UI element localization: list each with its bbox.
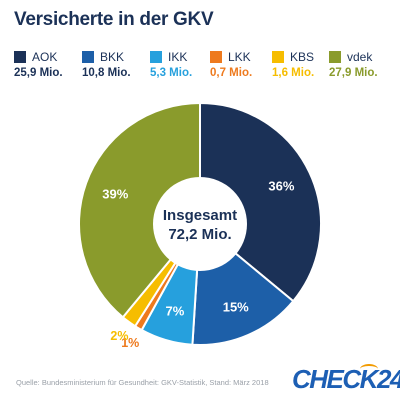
legend: AOK 25,9 Mio. BKK 10,8 Mio. IKK 5,3 Mio.… (14, 50, 394, 86)
check24-logo-arc (360, 364, 378, 374)
legend-label-vdek: vdek (347, 50, 373, 64)
legend-swatch-lkk (210, 51, 222, 63)
legend-label-bkk: BKK (100, 50, 125, 64)
legend-swatch-aok (14, 51, 26, 63)
slice-label-kbs: 2% (110, 329, 128, 343)
legend-swatch-ikk (150, 51, 162, 63)
legend-value-ikk: 5,3 Mio. (150, 67, 193, 79)
slice-label-lkk: 1% (121, 336, 139, 350)
slice-aok (199, 101, 322, 303)
center-label-total: Insgesamt (163, 207, 237, 224)
legend-value-kbs: 1,6 Mio. (272, 67, 315, 79)
slice-labels: 36% 15% 7% 1%2% 39% (102, 179, 295, 350)
legend-swatch-bkk (82, 51, 94, 63)
chart-title: Versicherte in der GKV (14, 9, 214, 30)
slice-label-bkk: 15% (223, 300, 249, 315)
legend-value-vdek: 27,9 Mio. (329, 67, 378, 79)
source-note: Quelle: Bundesministerium für Gesundheit… (16, 378, 269, 387)
slice-label-vdek: 39% (102, 187, 128, 202)
legend-value-aok: 25,9 Mio. (14, 67, 63, 79)
legend-label-aok: AOK (32, 50, 58, 64)
legend-item-aok: AOK 25,9 Mio. (14, 50, 63, 79)
legend-item-ikk: IKK 5,3 Mio. (150, 50, 192, 79)
legend-swatch-kbs (272, 51, 284, 63)
legend-label-lkk: LKK (228, 50, 251, 64)
legend-value-lkk: 0,7 Mio. (210, 67, 253, 79)
check24-logo: CHECK24 (292, 364, 400, 394)
legend-swatch-vdek (329, 51, 341, 63)
legend-item-lkk: LKK 0,7 Mio. (210, 50, 252, 79)
legend-item-bkk: BKK 10,8 Mio. (82, 50, 131, 79)
legend-item-kbs: KBS 1,6 Mio. (272, 50, 314, 79)
legend-item-vdek: vdek 27,9 Mio. (329, 50, 378, 79)
donut-hole (153, 177, 247, 271)
slice-vdek (78, 101, 201, 319)
legend-label-ikk: IKK (168, 50, 188, 64)
legend-value-bkk: 10,8 Mio. (82, 67, 131, 79)
slice-label-ikk: 7% (165, 303, 184, 318)
center-label-value: 72,2 Mio. (168, 226, 231, 243)
legend-label-kbs: KBS (290, 50, 315, 64)
slice-label-aok: 36% (268, 179, 294, 194)
